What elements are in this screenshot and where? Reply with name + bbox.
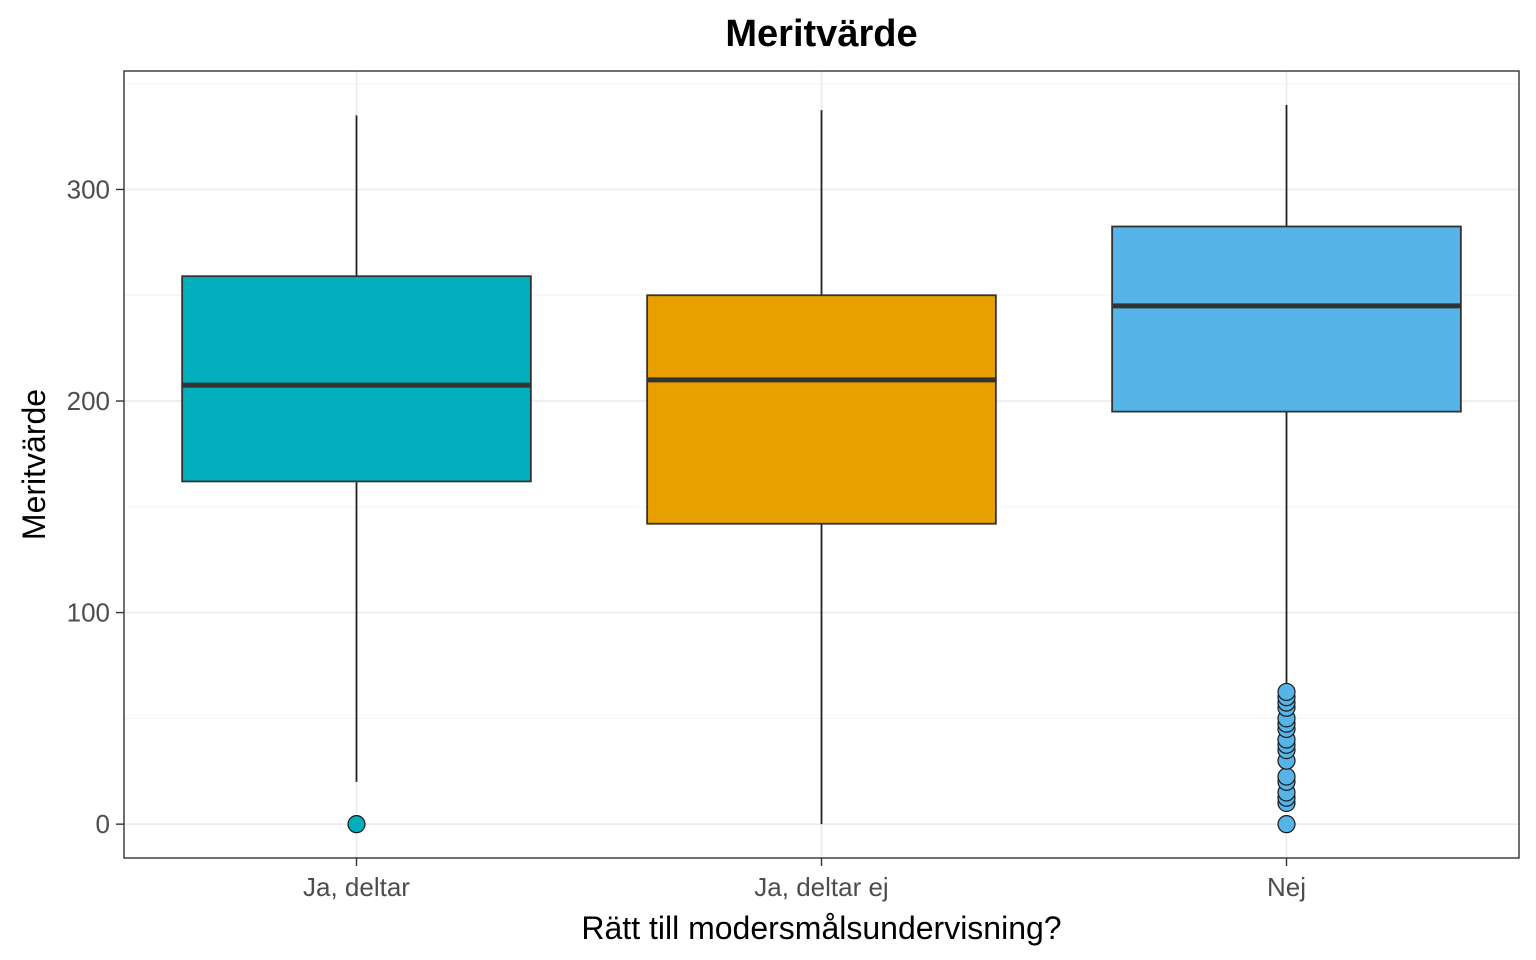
- y-tick-label-0: 0: [96, 809, 110, 839]
- outlier-point: [347, 815, 366, 834]
- x-tick-label-2: Nej: [1267, 872, 1306, 902]
- box-group-1: [646, 110, 997, 825]
- box-iqr: [181, 275, 532, 483]
- y-tick-label-3: 300: [67, 174, 110, 204]
- outlier-point: [1277, 682, 1296, 702]
- chart-title: Meritvärde: [725, 13, 917, 55]
- y-tick-label-1: 100: [67, 598, 110, 628]
- box-iqr: [646, 294, 997, 525]
- box-group-0: [181, 115, 532, 834]
- y-axis-label: Meritvärde: [16, 389, 52, 540]
- boxes-layer: [181, 104, 1462, 834]
- box-iqr: [1111, 225, 1462, 413]
- box-group-2: [1111, 104, 1462, 834]
- outlier-point: [1277, 815, 1296, 834]
- y-tick-label-2: 200: [67, 386, 110, 416]
- outlier-point: [1277, 767, 1296, 786]
- axes-layer: 0 100 200 300 Ja, deltar Ja, deltar ej Nej: [67, 174, 1306, 902]
- x-axis-label: Rätt till modersmålsundervisning?: [581, 910, 1061, 946]
- x-tick-label-0: Ja, deltar: [303, 872, 410, 902]
- x-tick-label-1: Ja, deltar ej: [754, 872, 888, 902]
